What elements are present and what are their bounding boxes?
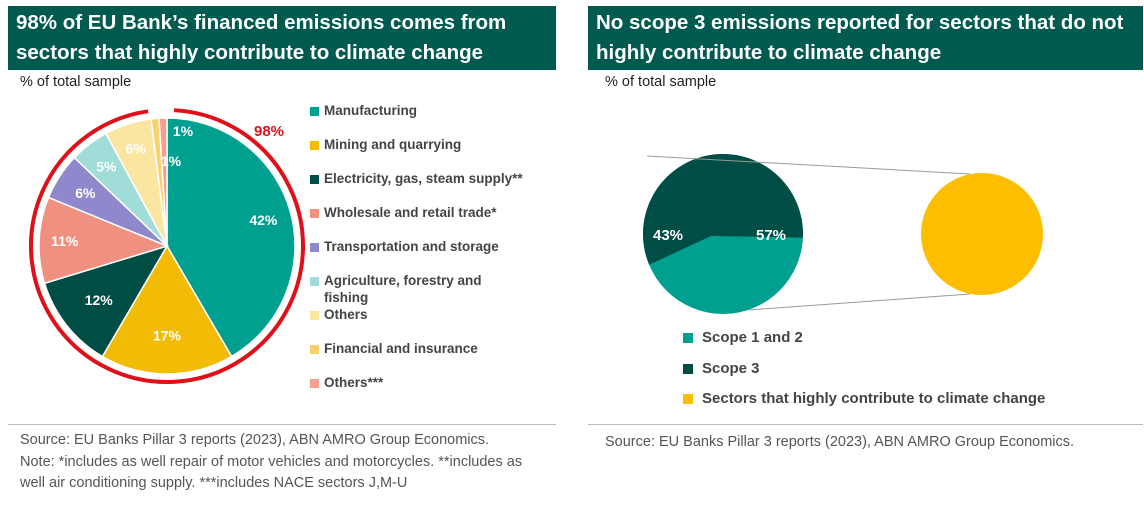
legend-item-wholesale-and-retail-trade: Wholesale and retail trade* <box>310 204 524 221</box>
legend-item-scope-3: Scope 3 <box>683 359 760 378</box>
left-source-text: Source: EU Banks Pillar 3 reports (2023)… <box>20 432 490 448</box>
pie-label-others: 1% <box>161 153 182 169</box>
left-chart-subtitle: % of total sample <box>20 74 132 90</box>
legend-swatch <box>683 394 693 404</box>
legend-label: Transportation and storage <box>324 239 499 254</box>
legend-swatch <box>310 243 319 252</box>
right-chart-subtitle: % of total sample <box>605 74 717 90</box>
highlight-label: 98% <box>254 123 284 140</box>
legend-item-agriculture-forestry-and-fishing: Agriculture, forestry and fishing <box>310 272 524 306</box>
legend-label: Mining and quarrying <box>324 137 462 152</box>
pie-slice-wholesale-and-retail-trade <box>38 196 170 285</box>
right-source: Source: EU Banks Pillar 3 reports (2023)… <box>605 434 1075 450</box>
legend-item-sectors-that-highly-contribute-to-climate-change: Sectors that highly contribute to climat… <box>683 389 1045 408</box>
left-divider <box>8 424 556 425</box>
legend-item-others: Others <box>310 306 524 323</box>
pie-slice-mining-and-quarrying <box>101 244 233 375</box>
pie-label-financial-and-insurance: 1% <box>173 123 194 139</box>
pie-slice-electricity-gas-steam-supply <box>43 244 169 358</box>
legend-swatch <box>310 345 319 354</box>
pie-label-manufacturing: 42% <box>249 212 278 228</box>
pie-label-transportation-and-storage: 6% <box>75 185 96 201</box>
left-panel: 98% of EU Bank’s financed emissions come… <box>0 0 556 519</box>
legend-label: Sectors that highly contribute to climat… <box>702 390 1046 407</box>
legend-item-manufacturing: Manufacturing <box>310 102 524 119</box>
pie-slice-others <box>158 117 168 247</box>
pie-label-wholesale-and-retail-trade: 11% <box>51 233 79 249</box>
pie-label-scope-3: 57% <box>756 227 786 244</box>
left-source: Source: EU Banks Pillar 3 reports (2023)… <box>20 430 550 495</box>
legend-label: Scope 3 <box>702 360 760 377</box>
pie-label-agriculture-forestry-and-fishing: 5% <box>96 159 117 175</box>
legend-label: Wholesale and retail trade* <box>324 205 497 220</box>
legend-item-scope-1-and-2: Scope 1 and 2 <box>683 328 803 347</box>
sector-pie-chart: 42%17%12%11%6%5%6%1%1%98% <box>29 108 305 384</box>
pie-label-electricity-gas-steam-supply: 12% <box>85 292 114 308</box>
pie-label-mining-and-quarrying: 17% <box>153 328 182 344</box>
legend-swatch <box>310 175 319 184</box>
legend-label: Others <box>324 307 368 322</box>
legend-label: Electricity, gas, steam supply** <box>324 171 523 186</box>
legend-swatch <box>310 107 319 116</box>
left-note-text: Note: *includes as well repair of motor … <box>20 453 523 492</box>
detail-circle-sectors <box>921 173 1043 295</box>
legend-label: Scope 1 and 2 <box>702 329 803 346</box>
legend-swatch <box>310 141 319 150</box>
highlight-ring <box>29 108 305 384</box>
scope-pie-chart: 43% 57% <box>643 154 1043 314</box>
legend-item-others: Others*** <box>310 374 524 391</box>
left-chart-title: 98% of EU Bank’s financed emissions come… <box>8 6 556 70</box>
legend-item-financial-and-insurance: Financial and insurance <box>310 340 524 357</box>
pie-label-others: 6% <box>126 141 147 157</box>
legend-label: Agriculture, forestry and fishing <box>324 273 482 305</box>
right-panel: No scope 3 emissions reported for sector… <box>588 0 1144 519</box>
right-divider <box>588 424 1143 425</box>
right-chart-title: No scope 3 emissions reported for sector… <box>588 6 1143 70</box>
legend-swatch <box>310 277 319 286</box>
legend-swatch <box>310 209 319 218</box>
legend-swatch <box>683 364 693 374</box>
legend-item-transportation-and-storage: Transportation and storage <box>310 238 524 255</box>
pie-slice-manufacturing <box>166 117 296 358</box>
pie-slice-scope-3 <box>643 154 803 265</box>
legend-item-mining-and-quarrying: Mining and quarrying <box>310 136 524 153</box>
legend-label: Manufacturing <box>324 103 417 118</box>
legend-label: Others*** <box>324 375 384 390</box>
legend-item-electricity-gas-steam-supply: Electricity, gas, steam supply** <box>310 170 524 187</box>
legend-swatch <box>683 333 693 343</box>
connector-line-top <box>647 155 971 175</box>
connector-line-bottom <box>747 293 971 311</box>
legend-label: Financial and insurance <box>324 341 478 356</box>
legend-swatch <box>310 379 319 388</box>
pie-label-scope-1-and-2: 43% <box>653 227 683 244</box>
legend-swatch <box>310 311 319 320</box>
